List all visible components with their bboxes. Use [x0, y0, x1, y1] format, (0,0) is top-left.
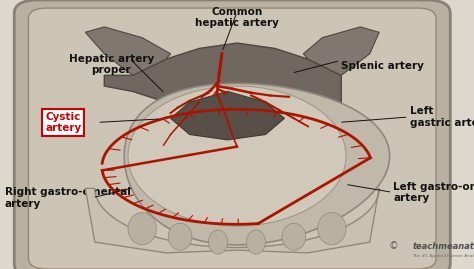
Polygon shape — [303, 27, 379, 75]
Text: teachmeanatomy: teachmeanatomy — [412, 242, 474, 251]
Text: The #1 Applied Human Anatomy Site on the Web: The #1 Applied Human Anatomy Site on the… — [412, 254, 474, 258]
FancyBboxPatch shape — [14, 0, 450, 269]
Polygon shape — [171, 91, 284, 140]
Text: Common
hepatic artery: Common hepatic artery — [195, 7, 279, 28]
FancyBboxPatch shape — [28, 8, 436, 269]
Text: Splenic artery: Splenic artery — [341, 61, 424, 70]
Text: Cystic
artery: Cystic artery — [45, 112, 81, 133]
Ellipse shape — [246, 230, 265, 254]
Text: Hepatic artery
proper: Hepatic artery proper — [69, 54, 154, 75]
Polygon shape — [124, 83, 390, 245]
Ellipse shape — [282, 223, 306, 250]
Ellipse shape — [168, 223, 192, 250]
Ellipse shape — [318, 213, 346, 245]
Text: Left
gastric artery: Left gastric artery — [410, 106, 474, 128]
Text: Right gastro-omental
artery: Right gastro-omental artery — [5, 187, 131, 208]
Text: Left gastro-omental
artery: Left gastro-omental artery — [393, 182, 474, 203]
Ellipse shape — [209, 230, 228, 254]
Ellipse shape — [128, 213, 156, 245]
Polygon shape — [104, 43, 341, 118]
Polygon shape — [85, 27, 171, 75]
Polygon shape — [85, 188, 379, 253]
Polygon shape — [128, 86, 346, 226]
Text: ©: © — [389, 241, 398, 251]
